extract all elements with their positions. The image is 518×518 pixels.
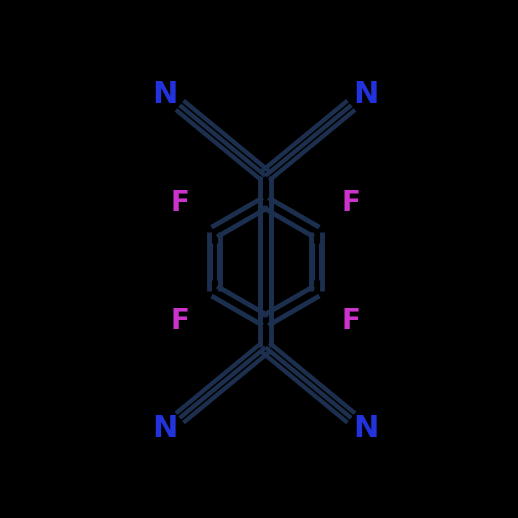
Text: F: F — [170, 189, 189, 217]
Text: N: N — [152, 80, 178, 109]
Text: N: N — [353, 414, 379, 443]
Text: N: N — [353, 80, 379, 109]
Text: F: F — [170, 307, 189, 335]
Text: F: F — [342, 307, 361, 335]
Text: F: F — [342, 189, 361, 217]
Text: N: N — [152, 414, 178, 443]
